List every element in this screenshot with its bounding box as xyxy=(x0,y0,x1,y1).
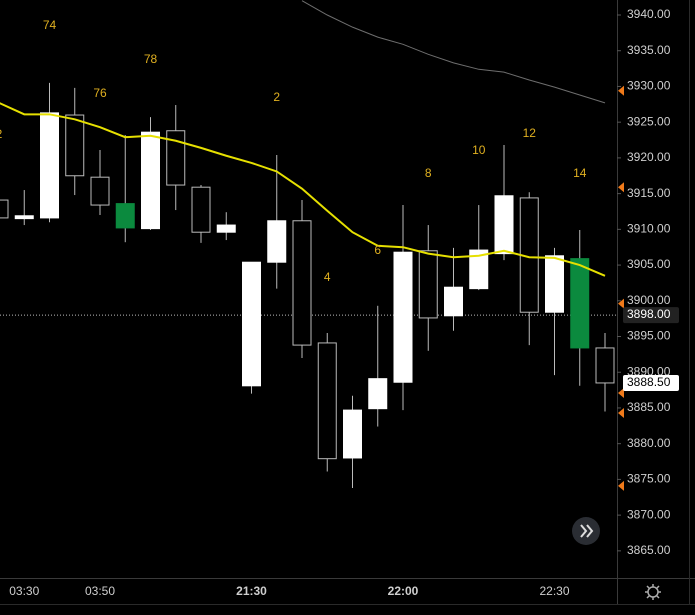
candle-body xyxy=(418,250,438,319)
y-tick-label: 3925.00 xyxy=(627,114,671,128)
y-tick-label: 3895.00 xyxy=(627,329,671,343)
y-tick-label: 3930.00 xyxy=(627,79,671,93)
candle-body xyxy=(393,251,413,383)
y-tick-label: 3880.00 xyxy=(627,436,671,450)
x-tick-label: 22:30 xyxy=(539,584,569,598)
price-tag xyxy=(623,307,679,324)
price-tag-label: 3898.00 xyxy=(627,307,671,321)
y-tick-label: 3870.00 xyxy=(627,507,671,521)
alert-marker xyxy=(618,407,624,418)
plot-area: 2 74 76 78 2 4 6 8 10 12 14 xyxy=(0,0,617,488)
candle-body xyxy=(65,114,85,177)
moving-average-line xyxy=(0,102,606,277)
y-tick-label: 3935.00 xyxy=(627,43,671,57)
bar-label: 2 xyxy=(273,90,280,104)
alert-marker xyxy=(618,387,624,398)
y-tick-label: 3875.00 xyxy=(627,472,671,486)
price-tag-label: 3888.50 xyxy=(627,375,671,389)
candle-body xyxy=(545,255,564,313)
candle-body xyxy=(14,215,34,220)
x-tick-label: 22:00 xyxy=(388,584,419,598)
price-tag xyxy=(623,374,679,391)
alert-marker xyxy=(618,480,624,491)
bar-label: 74 xyxy=(43,18,57,32)
candle-body xyxy=(267,220,287,263)
candle-body xyxy=(141,131,160,230)
settings-button[interactable] xyxy=(645,584,661,600)
candle-body xyxy=(317,342,337,460)
candle-body xyxy=(595,347,615,384)
bar-label: 12 xyxy=(523,126,537,140)
y-tick-label: 3865.00 xyxy=(627,543,671,557)
candle-body xyxy=(292,220,312,346)
candle-body xyxy=(368,378,388,410)
y-tick-label: 3890.00 xyxy=(627,364,671,378)
candle-body xyxy=(191,186,211,233)
y-tick-label: 3920.00 xyxy=(627,150,671,164)
candle-body xyxy=(216,224,236,233)
bar-label: 4 xyxy=(324,270,331,284)
y-tick-label: 3915.00 xyxy=(627,186,671,200)
bar-label: 6 xyxy=(374,243,381,257)
candle-body xyxy=(494,195,514,255)
candle-body xyxy=(166,130,186,186)
alert-marker xyxy=(618,182,624,193)
gear-teeth[interactable] xyxy=(645,584,661,600)
candle-body xyxy=(90,176,110,206)
candle-body xyxy=(0,199,9,219)
y-tick-label: 3885.00 xyxy=(627,400,671,414)
bar-label: 76 xyxy=(93,86,107,100)
alert-marker xyxy=(618,85,624,96)
y-tick-label: 3940.00 xyxy=(627,7,671,21)
moving-average-line xyxy=(301,0,606,104)
candle-body xyxy=(115,203,135,229)
x-tick-label: 21:30 xyxy=(236,584,267,598)
candle-body xyxy=(444,286,463,317)
y-tick-label: 3900.00 xyxy=(627,293,671,307)
bar-label: 78 xyxy=(144,52,158,66)
scroll-button[interactable] xyxy=(572,517,600,545)
x-tick-label: 03:30 xyxy=(9,584,39,598)
y-tick-label: 3905.00 xyxy=(627,257,671,271)
candle-body xyxy=(469,249,489,290)
bar-label: 8 xyxy=(425,166,432,180)
x-tick-label: 03:50 xyxy=(85,584,115,598)
candle-body xyxy=(343,409,362,459)
y-tick-label: 3910.00 xyxy=(627,222,671,236)
bar-label: 2 xyxy=(0,127,3,141)
alert-marker xyxy=(618,298,624,309)
candle-body xyxy=(242,261,261,387)
bar-label: 14 xyxy=(573,166,587,180)
candle-body xyxy=(40,112,59,219)
bar-label: 10 xyxy=(472,143,486,157)
scroll-icon[interactable] xyxy=(580,524,594,538)
candle-body xyxy=(570,258,590,349)
